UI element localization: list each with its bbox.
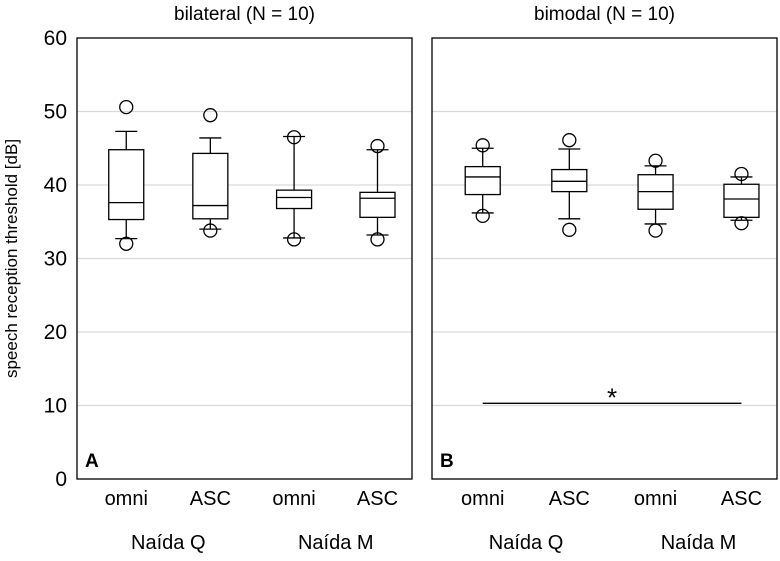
y-tick-label-50: 50 [44,101,67,124]
panel-a-letter: A [85,451,99,472]
panel-b-box-2-iqr-box [551,168,588,193]
panel-b-box-1-outlier-2 [475,208,490,224]
panel-a-box-3-outlier-1 [286,130,302,145]
panel-b-category-label-4: ASC [721,488,762,510]
y-tick-label-10: 10 [44,395,67,418]
gridlines-layer [77,110,777,407]
y-axis-title: speech reception threshold [dB] [2,139,21,378]
panel-b-group-label-2: Naída M [661,532,737,554]
panel-b-letter: B [440,451,454,472]
panel-frames-layer [76,37,778,480]
panel-a-box-3-outlier-2 [286,232,302,247]
y-tick-label-0: 0 [55,468,67,491]
panel-b-significance-label-1: * [607,382,617,412]
panel-a-box-1-outlier-2 [119,236,134,251]
panel-a-box-3-iqr-box [275,189,313,210]
y-tick-label-60: 60 [44,27,67,50]
panel-b-box-1-outlier-1 [475,138,490,153]
panel-a-box-1-outlier-1 [119,99,134,115]
panel-b-frame [431,37,778,480]
panel-a-category-label-2: ASC [190,488,231,510]
panel-a-category-label-3: omni [272,488,315,510]
panel-a-box-2-iqr-box [192,152,229,220]
panel-a-frame [76,37,413,480]
panel-a-box-1-iqr-box [108,149,145,221]
panel-b-box-3-outlier-1 [648,153,663,168]
panel-a-title: bilateral (N = 10) [174,4,315,25]
panel-a-box-4-outlier-2 [370,232,385,247]
y-tick-label-20: 20 [44,321,67,344]
panel-a-group-label-2: Naída M [298,532,374,554]
panel-b-box-4-outlier-1 [734,166,749,182]
panel-b-box-4-iqr-box [723,183,760,218]
panel-b-title: bimodal (N = 10) [534,4,675,25]
panel-a-category-label-4: ASC [357,488,398,510]
y-tick-label-40: 40 [44,174,67,197]
panel-b-category-label-2: ASC [549,488,590,510]
panel-a-category-label-1: omni [105,488,148,510]
panel-b-box-2-outlier-2 [562,222,577,237]
y-tick-label-30: 30 [44,248,67,271]
panel-a-box-2-outlier-2 [203,223,218,238]
panel-a-box-2-outlier-1 [203,108,218,123]
panel-b-category-label-3: omni [634,488,677,510]
panel-b-box-3-outlier-2 [648,223,663,238]
panel-b-box-1-iqr-box [464,165,501,196]
panel-b-category-label-1: omni [461,488,504,510]
panel-b-box-4-outlier-2 [734,216,749,231]
panel-a-group-label-1: Naída Q [131,532,205,554]
text-layer: speech reception threshold [dB] 0 10 20 30 4… [2,4,762,554]
panel-b-box-2-outlier-1 [562,133,577,148]
panel-a-box-4-iqr-box [359,191,396,218]
panel-b-group-label-1: Naída Q [489,532,563,554]
panel-a-box-4-outlier-1 [370,138,385,154]
box-marks-layer [108,99,760,404]
